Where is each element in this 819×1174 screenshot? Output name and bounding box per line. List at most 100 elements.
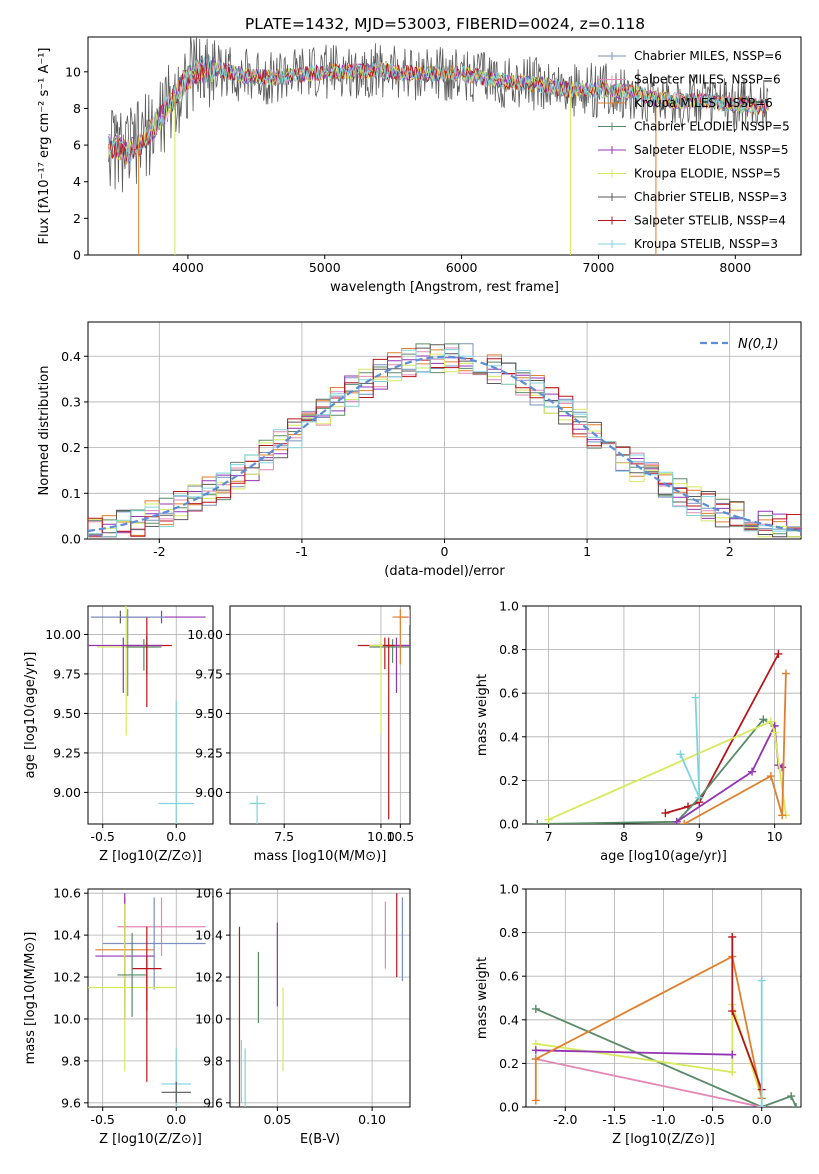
data-point [369,639,410,663]
data-point [126,639,162,671]
normal-curve [87,355,802,533]
weight-marker [531,1096,540,1105]
weight-marker [676,750,685,759]
weight-marker [770,728,779,737]
legend-label: Salpeter STELIB, NSSP=4 [634,214,786,228]
y-tick-label: 10.0 [195,1011,223,1026]
weight-marker [533,820,542,824]
weight-marker [728,1068,737,1077]
legend-label: N(0,1) [738,337,779,352]
x-tick-label: 0.05 [263,1112,291,1127]
x-tick-label: 0 [441,544,449,559]
x-tick-label: 2 [726,544,734,559]
y-tick-label: 0.3 [61,394,81,409]
legend-item: Kroupa MILES, NSSP=6 [598,96,773,110]
weight-marker [544,815,553,824]
panel-6: -0.5 0.0 9.6 9.8 10.0 10.2 10.4 10.6 Z [log10(Z/… [23,886,214,1147]
y-tick-label: 4 [73,174,81,189]
x-tick-label: -0.5 [700,1112,724,1127]
data-point [117,897,206,957]
y-tick-label: 0.2 [499,773,519,788]
y-tick-label: 10 [65,64,81,79]
weight-series [679,697,701,799]
x-tick-label: 0.10 [358,1112,386,1127]
weight-marker [531,1055,540,1064]
data-point [249,795,265,824]
x-tick-label: 10.5 [386,829,414,844]
y-tick-label: 9.6 [203,1095,223,1110]
y-tick-label: 0.4 [499,729,519,744]
legend-label: Salpeter ELODIE, NSSP=5 [634,143,789,157]
x-tick-label: 0.0 [752,1112,772,1127]
x-tick-label: 7 [545,829,553,844]
legend-label: Chabrier ELODIE, NSSP=5 [634,120,790,134]
weight-marker [728,1007,737,1016]
y-tick-label: 0 [73,248,81,263]
x-tick-label: -0.5 [91,1112,115,1127]
y-tick-label: 0.6 [499,969,519,984]
weight-marker [757,976,766,985]
y-tick-label: 10.2 [53,970,81,985]
x-tick-label: 1 [583,544,591,559]
weight-marker [531,1004,540,1013]
weight-series [535,1008,797,1107]
y-axis-label: Normed distribution [37,366,52,496]
x-tick-label: -0.5 [91,829,115,844]
weight-marker [691,693,700,702]
x-tick-label: 5000 [309,260,341,275]
plot-frame [87,36,802,256]
y-tick-label: 10.2 [195,970,223,985]
x-axis-label: mass [log10(M/M⊙)] [254,849,387,864]
x-tick-label: 6000 [446,260,478,275]
x-tick-label: 9 [695,829,703,844]
x-tick-label: 0.0 [166,1112,186,1127]
histogram-series [88,349,801,539]
y-tick-label: 9.00 [53,785,81,800]
plot-frame [229,605,411,825]
y-tick-label: 0.0 [61,532,81,547]
x-tick-label: -2.0 [553,1112,577,1127]
plot-frame [229,888,411,1108]
weight-marker [766,772,775,781]
chart-title: PLATE=1432, MJD=53003, FIBERID=0024, z=0… [245,15,645,33]
legend-item: Chabrier ELODIE, NSSP=5 [598,120,790,134]
weight-marker [695,793,704,802]
weight-marker [748,767,757,776]
legend-item: Salpeter ELODIE, NSSP=5 [598,143,789,157]
legend-item: Chabrier STELIB, NSSP=3 [598,190,787,204]
y-tick-label: 10.4 [195,928,223,943]
legend-label: Kroupa ELODIE, NSSP=5 [634,167,781,181]
data-point [392,609,409,665]
x-tick-label: 8000 [719,260,751,275]
weight-series [548,720,787,821]
y-tick-label: 9.8 [61,1053,81,1068]
plot-frame [525,605,802,825]
x-tick-label: 0.0 [166,829,186,844]
legend-item: N(0,1) [700,337,779,352]
data-point [357,637,410,670]
y-tick-label: 0.4 [61,349,81,364]
legend-label: Kroupa STELIB, NSSP=3 [634,237,778,251]
x-axis-label: wavelength [Angstrom, rest frame] [330,280,559,295]
x-axis-label: (data-model)/error [384,564,505,579]
histogram-series [88,356,801,539]
panel-8: -2.0 -1.5 -1.0 -0.5 0.0 0.0 0.2 0.4 0.6 0.8 1.0 Z [… [475,882,802,1147]
x-tick-label: 7.5 [274,829,294,844]
y-tick-label: 0.8 [499,642,519,657]
weight-series [535,1058,762,1107]
y-tick-label: 10.00 [187,627,223,642]
x-tick-label: -1 [296,544,308,559]
weight-series [534,955,763,1101]
data-point [88,903,177,1072]
weight-marker [759,715,768,724]
legend-item: Kroupa STELIB, NSSP=3 [598,237,778,251]
legend-label: Salpeter MILES, NSSP=6 [634,73,781,87]
legend-item: Kroupa ELODIE, NSSP=5 [598,167,781,181]
data-point [88,637,162,693]
legend-item: Chabrier MILES, NSSP=6 [598,49,782,63]
weight-marker [792,1103,801,1107]
legend-label: Kroupa MILES, NSSP=6 [634,96,773,110]
plot-frame [87,605,214,825]
y-tick-label: 9.25 [195,745,223,760]
